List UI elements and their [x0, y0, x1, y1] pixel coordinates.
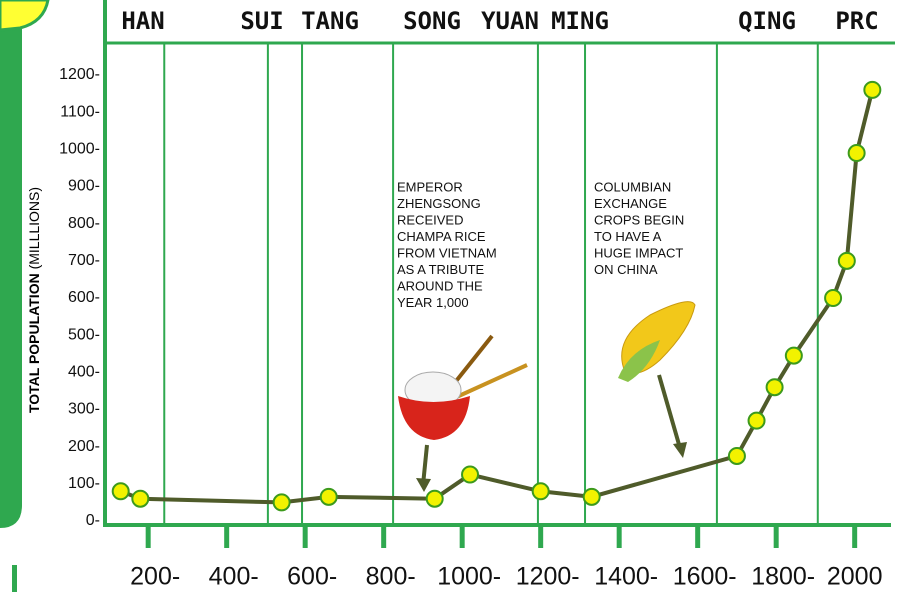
data-point: [837, 251, 856, 270]
y-tick-label: 800-: [68, 215, 100, 232]
annotation-line: TO HAVE A: [594, 229, 662, 244]
y-tick-label: 600-: [68, 289, 100, 306]
y-tick-label: 900-: [68, 178, 100, 195]
y-tick-label: 300-: [68, 401, 100, 418]
x-tick-label: 1200-: [516, 563, 580, 591]
y-tick-label: 500-: [68, 326, 100, 343]
boundaries: [163, 43, 819, 525]
data-point: [582, 487, 601, 506]
corner-tab: [0, 0, 50, 32]
annotation-line: EMPEROR: [397, 179, 463, 194]
y-label-unit: (MILLLIONS): [26, 187, 42, 269]
data-point: [131, 489, 150, 508]
x-tick-label: 600-: [287, 563, 337, 591]
annotation-line: ON CHINA: [594, 262, 658, 277]
data-point: [461, 465, 480, 484]
data-point: [319, 487, 338, 506]
annotation-line: EXCHANGE: [594, 196, 667, 211]
data-point: [824, 289, 843, 307]
x-tick-label: 200-: [130, 563, 180, 591]
data-point: [272, 493, 291, 512]
y-tick-label: 1100-: [60, 103, 100, 120]
data-point: [863, 80, 882, 99]
x-tick-label: 1400-: [594, 563, 658, 591]
x-tick-label: 2000: [827, 563, 883, 591]
population-line: [119, 89, 875, 505]
x-tick-label: 1000-: [437, 563, 501, 591]
corn-icon: [618, 301, 696, 458]
annotation-line: ZHENGSONG: [397, 196, 481, 211]
y-axis-title: TOTAL POPULATION (MILLLIONS): [26, 187, 42, 413]
annotation-line: CROPS BEGIN: [594, 212, 684, 227]
y-tick-label: 1000-: [59, 141, 100, 158]
data-point: [111, 482, 130, 501]
dynasty-label: MING: [551, 7, 609, 35]
data-point: [727, 446, 746, 465]
dynasty-label: HAN: [121, 7, 164, 35]
y-tick-label: 100-: [68, 475, 100, 492]
dynasty-label: PRC: [835, 7, 878, 35]
annotation-line: RECEIVED: [397, 212, 463, 227]
x-tick-label: 1800-: [751, 563, 815, 591]
annotation-line: AS A TRIBUTE: [397, 262, 485, 277]
dynasty-label: TANG: [301, 7, 359, 35]
x-tick-label: 400-: [209, 563, 259, 591]
data-point: [784, 346, 803, 365]
dynasty-label: QING: [738, 7, 796, 35]
y-tick-label: 700-: [68, 252, 100, 269]
annotation-line: CHAMPA RICE: [397, 229, 486, 244]
side-mark: [12, 565, 17, 592]
y-tick-label: 200-: [68, 438, 100, 455]
data-point: [531, 482, 550, 501]
data-point: [747, 411, 766, 430]
y-tick-label: 400-: [68, 364, 100, 381]
data-point: [425, 489, 444, 508]
annotation-line: HUGE IMPACT: [594, 245, 683, 260]
data-point: [765, 378, 784, 397]
dynasty-label: SUI: [240, 7, 283, 35]
x-tick-label: 800-: [366, 563, 416, 591]
dynasty-label: YUAN: [481, 7, 539, 35]
annotation-line: FROM VIETNAM: [397, 245, 497, 260]
dynasty-label: SONG: [403, 7, 461, 35]
x-tick-label: 1600-: [673, 563, 737, 591]
annotation-line: YEAR 1,000: [397, 295, 469, 310]
y-label: TOTAL POPULATION: [26, 273, 42, 413]
rice-bowl-icon: [398, 334, 528, 492]
y-tick-label: 0-: [86, 512, 100, 529]
annotation-line: COLUMBIAN: [594, 179, 671, 194]
y-tick-label: 1200-: [59, 66, 100, 83]
annotation-line: AROUND THE: [397, 278, 483, 293]
side-panel: [0, 0, 22, 528]
data-point: [847, 144, 866, 163]
